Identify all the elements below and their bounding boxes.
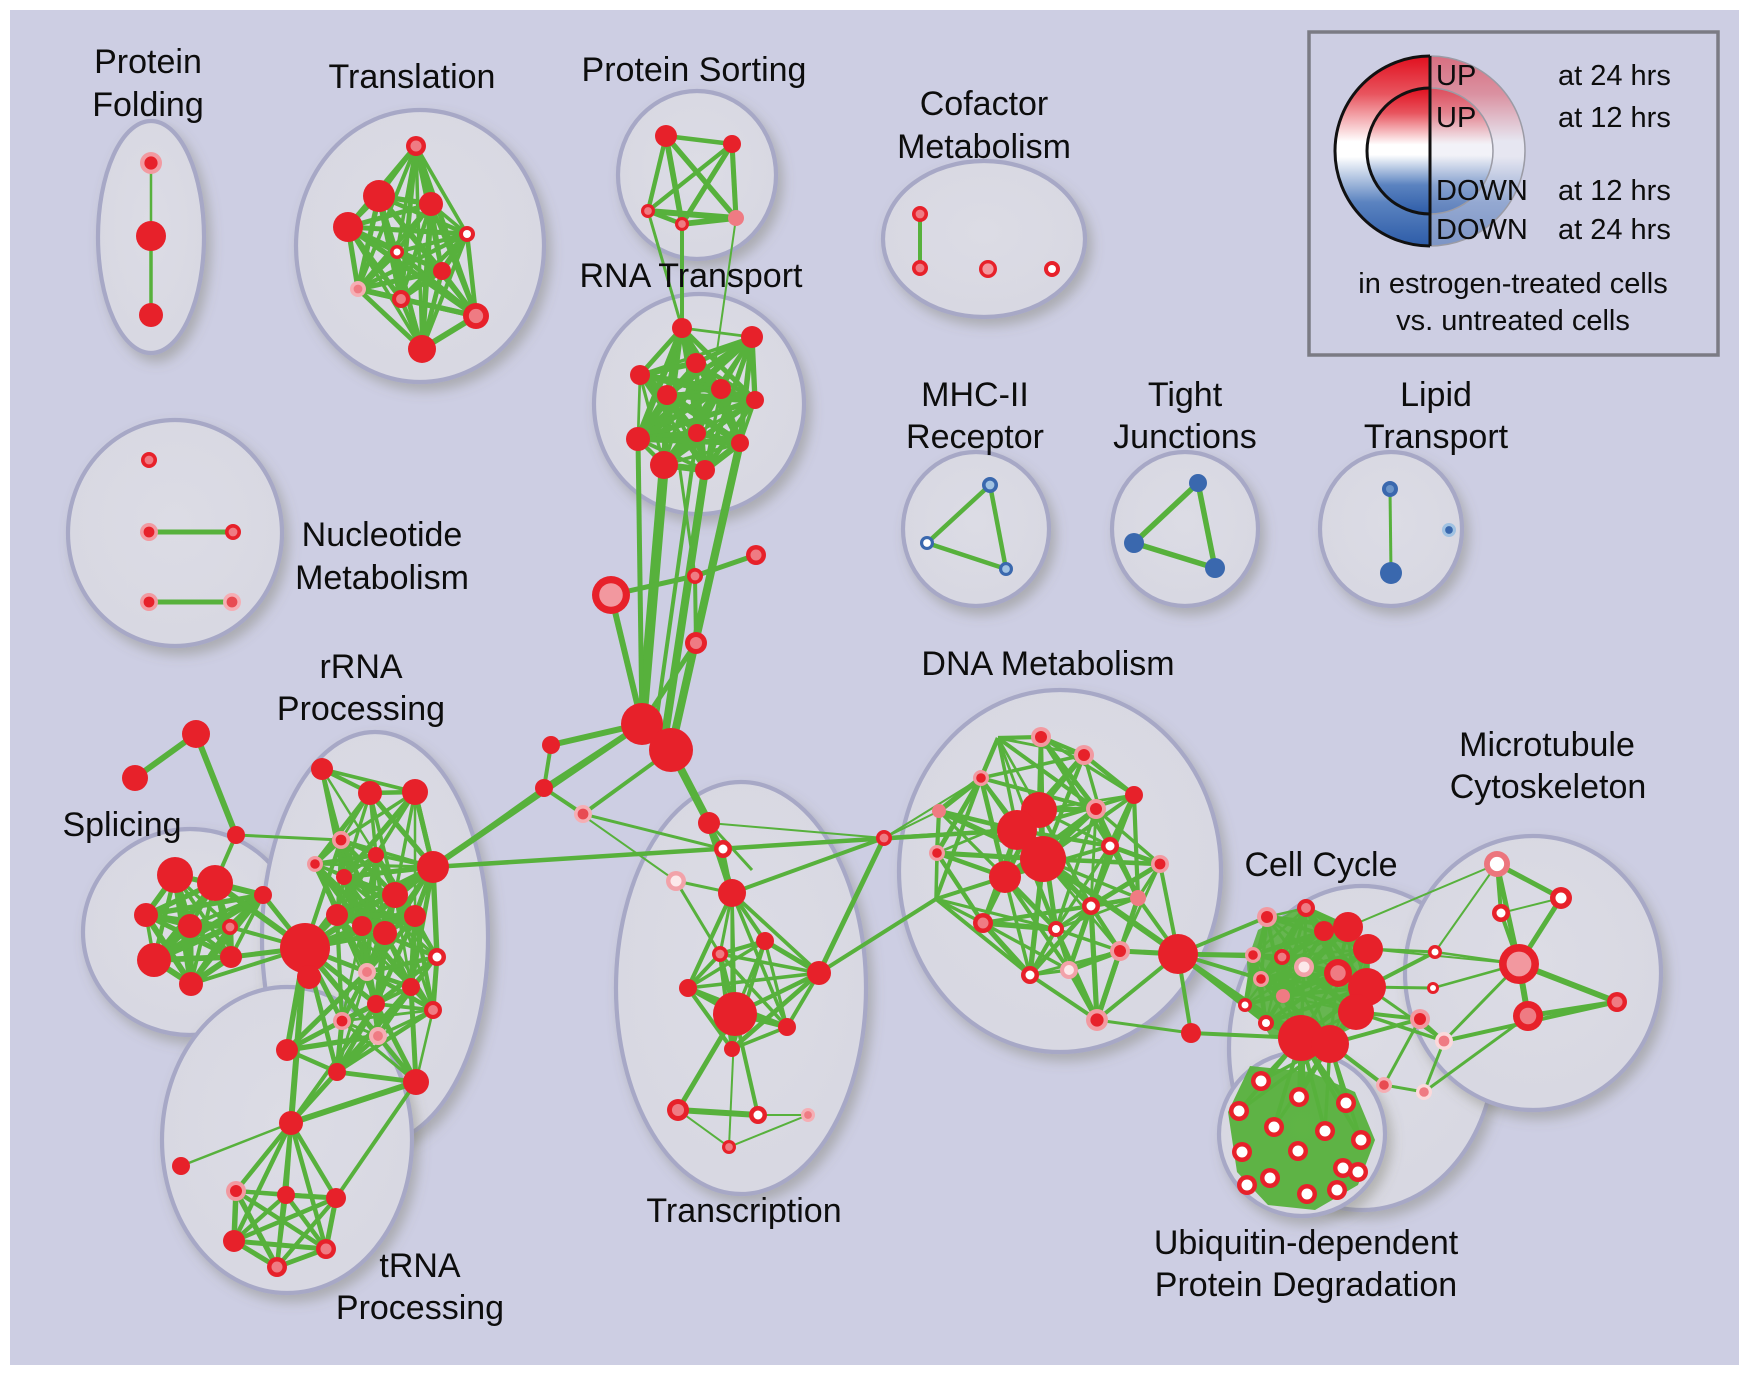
svg-text:at 24 hrs: at 24 hrs (1558, 214, 1671, 246)
svg-text:Metabolism: Metabolism (897, 128, 1071, 166)
svg-text:Nucleotide: Nucleotide (302, 516, 463, 554)
svg-text:Protein Sorting: Protein Sorting (582, 51, 807, 89)
svg-text:Splicing: Splicing (62, 806, 181, 844)
svg-text:DOWN: DOWN (1436, 214, 1528, 246)
svg-text:Processing: Processing (277, 690, 445, 728)
svg-text:DNA Metabolism: DNA Metabolism (921, 645, 1174, 683)
svg-text:Junctions: Junctions (1113, 418, 1257, 456)
svg-text:Ubiquitin-dependent: Ubiquitin-dependent (1154, 1224, 1459, 1262)
svg-text:Translation: Translation (329, 58, 496, 96)
svg-text:Lipid: Lipid (1400, 376, 1472, 414)
svg-text:Metabolism: Metabolism (295, 559, 469, 597)
svg-text:at 12 hrs: at 12 hrs (1558, 175, 1671, 207)
svg-text:UP: UP (1436, 60, 1476, 92)
svg-text:Folding: Folding (92, 86, 204, 124)
svg-text:Cell Cycle: Cell Cycle (1244, 846, 1397, 884)
svg-text:Cytoskeleton: Cytoskeleton (1450, 768, 1647, 806)
svg-text:in estrogen-treated cells: in estrogen-treated cells (1358, 268, 1668, 300)
svg-text:Tight: Tight (1148, 376, 1223, 414)
svg-text:at 24 hrs: at 24 hrs (1558, 60, 1671, 92)
svg-text:at 12 hrs: at 12 hrs (1558, 102, 1671, 134)
svg-text:Receptor: Receptor (906, 418, 1044, 456)
svg-text:UP: UP (1436, 102, 1476, 134)
svg-text:Cofactor: Cofactor (920, 85, 1049, 123)
svg-text:MHC-II: MHC-II (921, 376, 1029, 414)
svg-text:tRNA: tRNA (379, 1247, 461, 1285)
svg-text:Microtubule: Microtubule (1459, 726, 1635, 764)
svg-text:Protein: Protein (94, 43, 202, 81)
svg-text:RNA Transport: RNA Transport (580, 257, 804, 295)
svg-text:Transport: Transport (1364, 418, 1509, 456)
svg-text:DOWN: DOWN (1436, 175, 1528, 207)
svg-text:Protein Degradation: Protein Degradation (1155, 1266, 1457, 1304)
svg-text:Transcription: Transcription (646, 1192, 841, 1230)
svg-text:rRNA: rRNA (319, 648, 402, 686)
svg-text:Processing: Processing (336, 1289, 504, 1327)
svg-text:vs. untreated cells: vs. untreated cells (1396, 305, 1630, 337)
